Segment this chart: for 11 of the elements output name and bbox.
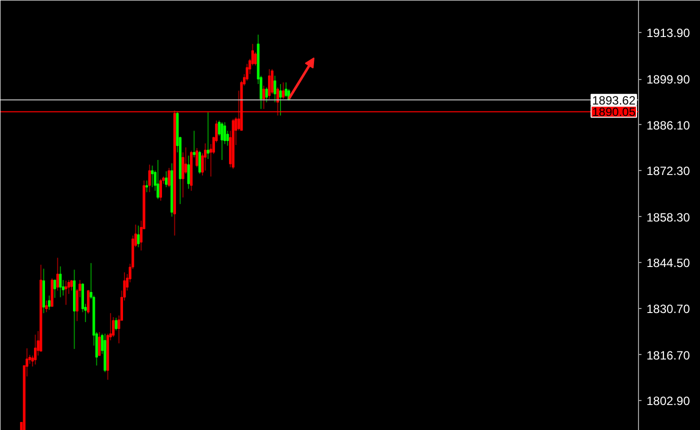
y-tick-label: 1844.50 bbox=[646, 256, 690, 270]
y-tick-label: 1913.90 bbox=[646, 26, 690, 40]
ref-line-label: 1893.62 bbox=[592, 93, 636, 108]
y-tick-label: 1872.30 bbox=[646, 164, 690, 178]
y-tick-label: 1816.70 bbox=[646, 348, 690, 362]
ref-line-label: 1890.05 bbox=[592, 105, 636, 120]
y-tick-label: 1802.90 bbox=[646, 394, 690, 408]
y-tick-label: 1858.30 bbox=[646, 210, 690, 224]
y-tick-label: 1899.90 bbox=[646, 72, 690, 87]
y-tick-label: 1830.70 bbox=[646, 302, 690, 316]
y-tick-label: 1886.10 bbox=[646, 118, 690, 132]
